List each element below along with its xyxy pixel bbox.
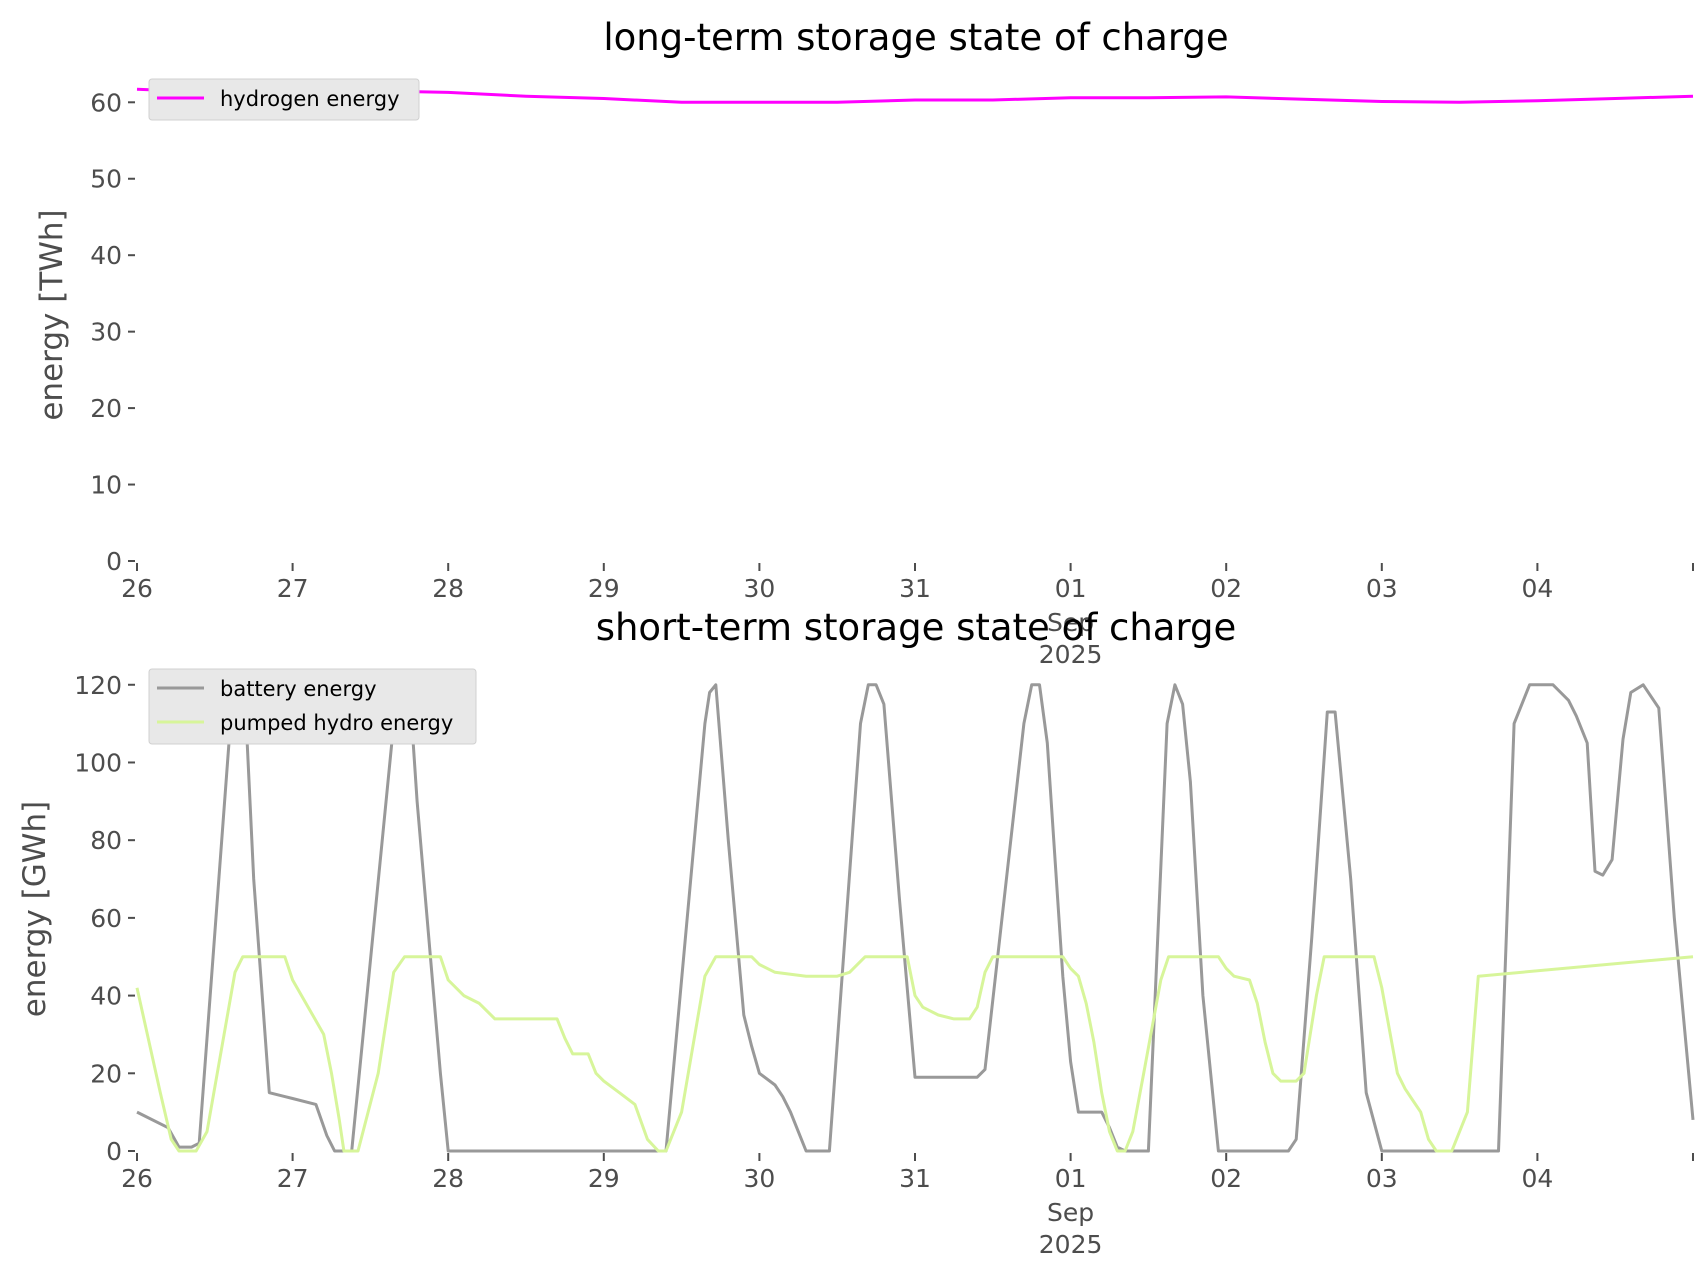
- short-x-tick-label: 26: [121, 1164, 153, 1193]
- short-x-secondary-label: 2025: [1039, 1230, 1103, 1259]
- short-x-tick-label: 03: [1366, 1164, 1398, 1193]
- long-term-y-axis-title: energy [TWh]: [34, 209, 70, 420]
- short-x-tick-label: 02: [1210, 1164, 1242, 1193]
- short-y-tick-label: 120: [74, 671, 122, 700]
- long-y-tick-label: 30: [90, 318, 122, 347]
- long-x-tick-label: 04: [1521, 574, 1553, 603]
- legend-box: [148, 78, 420, 121]
- long-x-tick-label: 31: [899, 574, 931, 603]
- short-term-y-axis-title: energy [GWh]: [17, 801, 53, 1017]
- long-term-x-axis: 26 27 28 29 30 31 01 02 03 04 Sep 2025: [121, 563, 1694, 669]
- long-y-tick-label: 10: [90, 471, 122, 500]
- long-y-tick-label: 50: [90, 165, 122, 194]
- long-term-chart-title: long-term storage state of charge: [603, 16, 1228, 59]
- long-x-tick-label: 26: [121, 574, 153, 603]
- short-x-tick-label: 31: [899, 1164, 931, 1193]
- short-x-tick-label: 30: [743, 1164, 775, 1193]
- long-term-y-axis: 0 10 20 30 40 50 60: [90, 88, 135, 576]
- legend-label-pumped-hydro: pumped hydro energy: [220, 711, 453, 735]
- long-x-tick-label: 29: [588, 574, 620, 603]
- short-x-tick-label: 29: [588, 1164, 620, 1193]
- short-term-x-axis: 26 27 28 29 30 31 01 02 03 04 Sep 2025: [121, 1153, 1694, 1259]
- short-term-series-lines: [135, 683, 1695, 1153]
- legend-label-hydrogen: hydrogen energy: [220, 87, 400, 111]
- long-x-secondary-label: 2025: [1039, 640, 1103, 669]
- long-x-tick-label: 30: [743, 574, 775, 603]
- short-term-legend: battery energy pumped hydro energy: [148, 668, 477, 745]
- short-x-tick-label: 27: [277, 1164, 309, 1193]
- long-x-tick-label: 28: [432, 574, 464, 603]
- short-y-tick-label: 40: [90, 982, 122, 1011]
- long-y-tick-label: 20: [90, 394, 122, 423]
- long-y-tick-label: 0: [106, 547, 122, 576]
- short-x-tick-label: 04: [1521, 1164, 1553, 1193]
- legend-box: [148, 668, 477, 745]
- short-y-tick-label: 80: [90, 826, 122, 855]
- short-y-tick-label: 60: [90, 904, 122, 933]
- short-term-y-axis: 0 20 40 60 80 100 120: [74, 671, 135, 1166]
- long-x-tick-label: 27: [277, 574, 309, 603]
- short-x-tick-label: 01: [1055, 1164, 1087, 1193]
- long-y-tick-label: 40: [90, 241, 122, 270]
- long-x-tick-label: 03: [1366, 574, 1398, 603]
- legend-label-battery: battery energy: [220, 677, 377, 701]
- short-y-tick-label: 20: [90, 1059, 122, 1088]
- long-x-tick-label: 01: [1055, 574, 1087, 603]
- short-series-line-1: [136, 683, 1695, 1153]
- short-x-tick-label: 28: [432, 1164, 464, 1193]
- long-x-tick-label: 02: [1210, 574, 1242, 603]
- short-x-secondary-label: Sep: [1047, 1198, 1094, 1227]
- short-term-chart-title: short-term storage state of charge: [596, 606, 1237, 649]
- long-term-legend: hydrogen energy: [148, 78, 420, 121]
- short-y-tick-label: 100: [74, 748, 122, 777]
- short-y-tick-label: 0: [106, 1137, 122, 1166]
- long-y-tick-label: 60: [90, 88, 122, 117]
- short-series-line-2: [135, 955, 1694, 1153]
- long-x-secondary-label: Sep: [1047, 608, 1094, 637]
